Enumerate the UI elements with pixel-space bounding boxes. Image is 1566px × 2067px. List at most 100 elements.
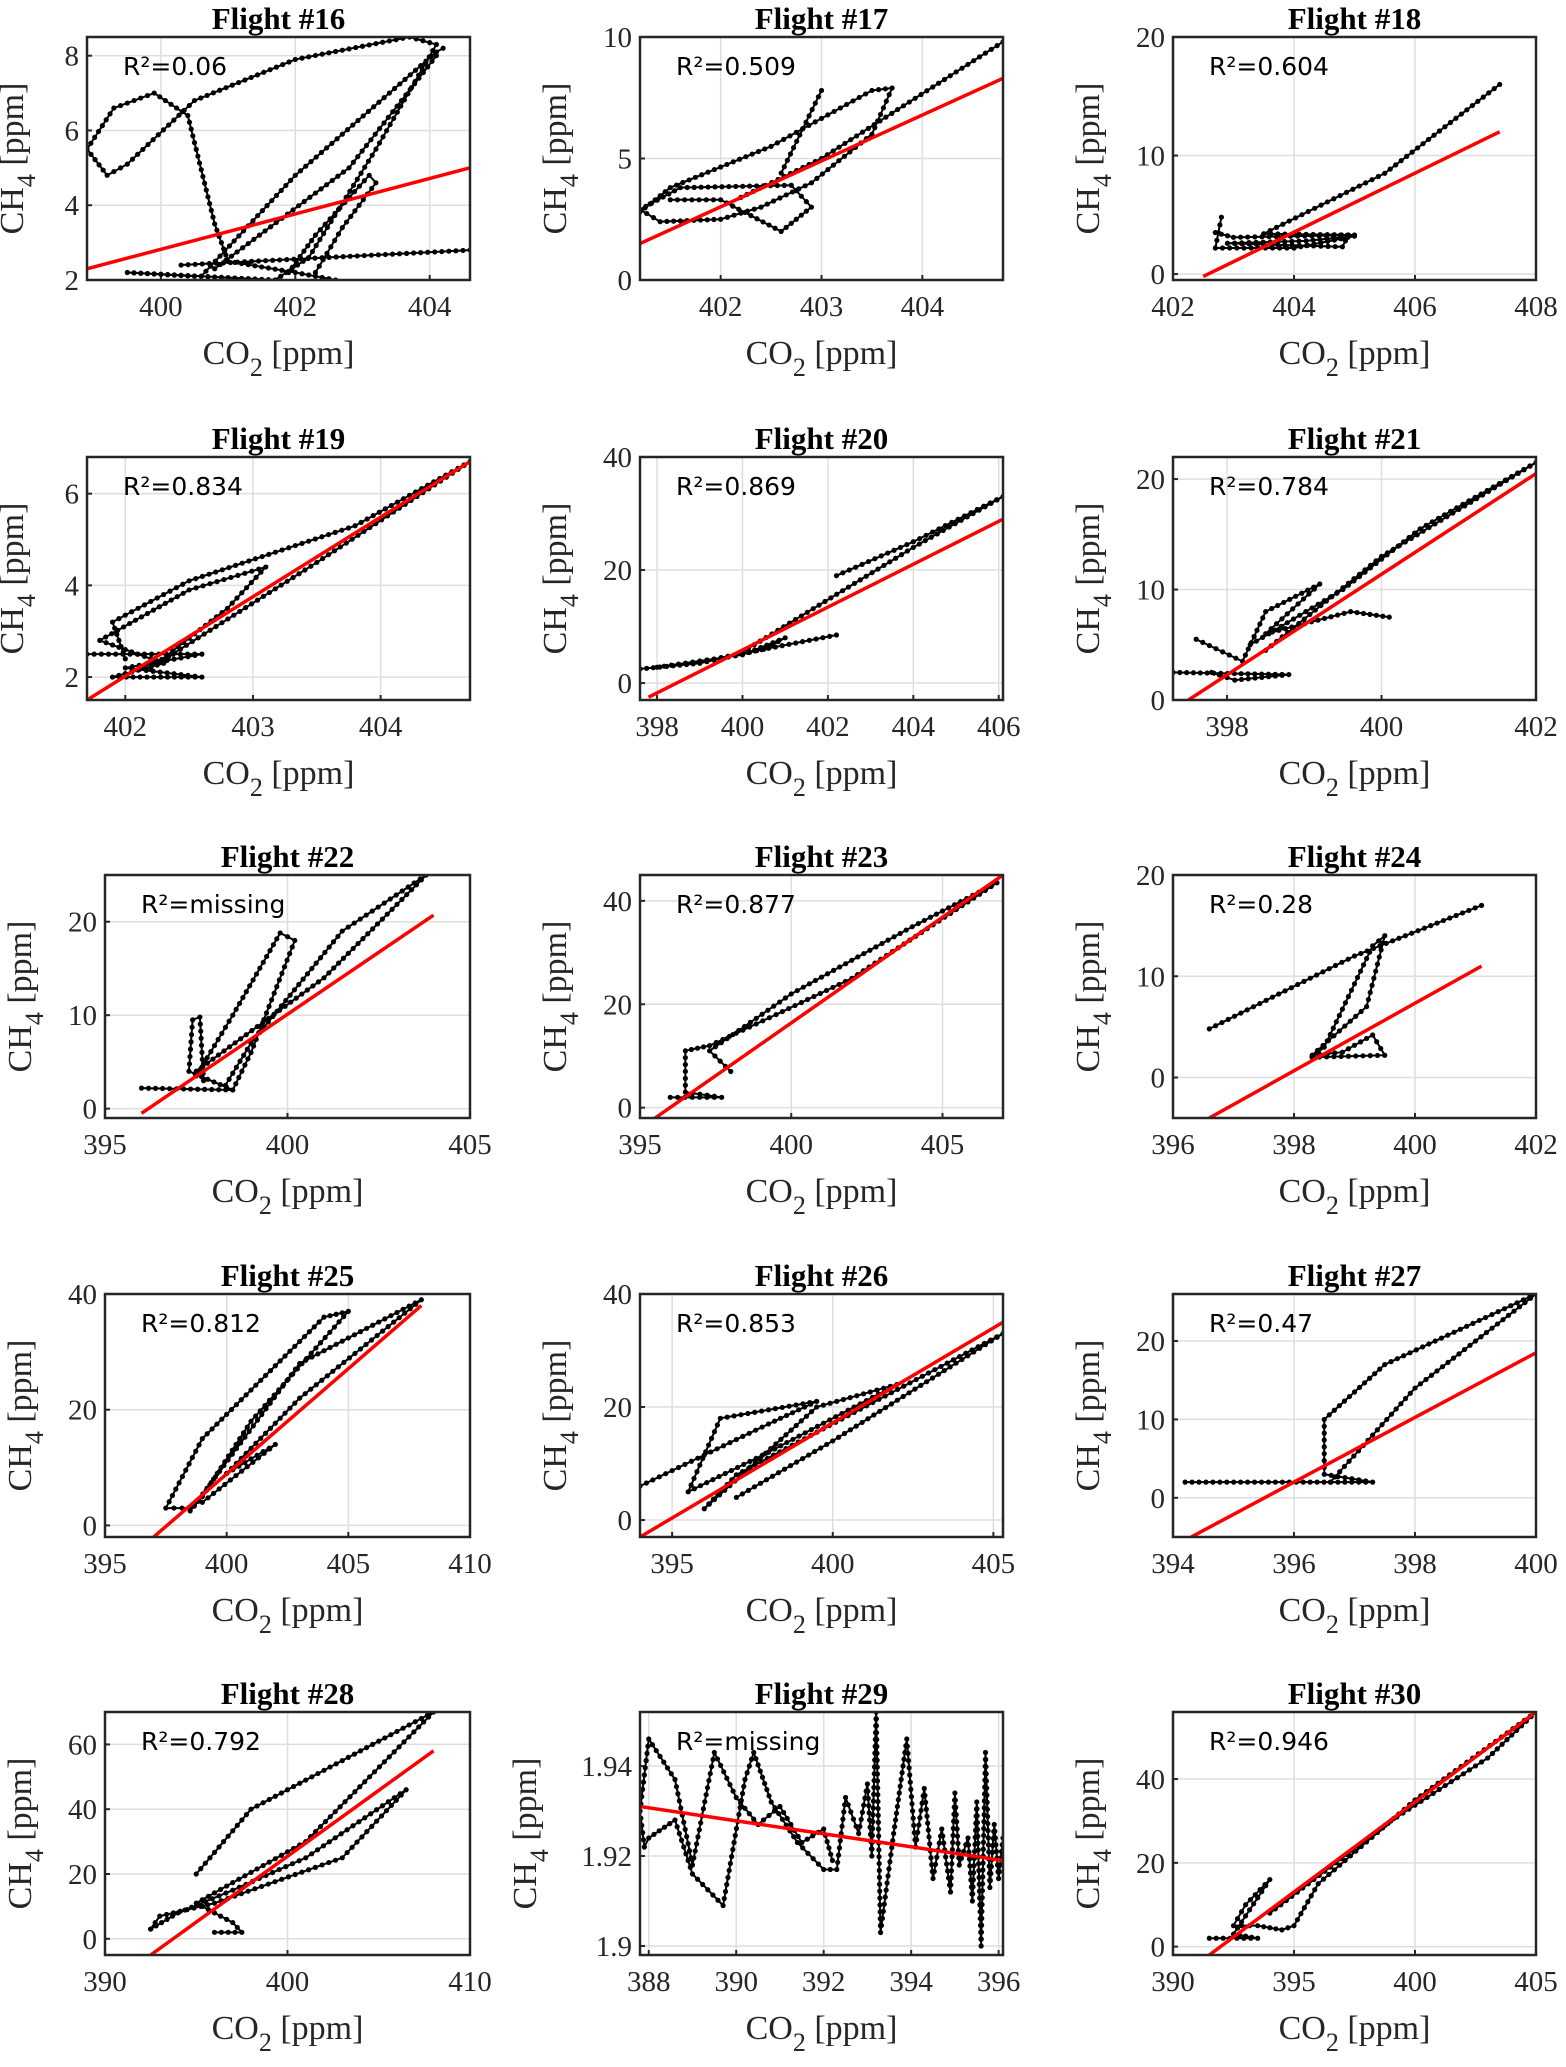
- data-point: [322, 1334, 328, 1341]
- data-point: [370, 1741, 376, 1747]
- y-label-subscript: 4: [12, 594, 41, 607]
- data-point: [948, 1882, 954, 1888]
- data-point: [925, 1370, 932, 1376]
- data-point: [738, 1412, 744, 1418]
- data-point: [1259, 634, 1266, 641]
- data-point: [382, 1316, 388, 1322]
- data-point: [815, 1861, 822, 1867]
- data-point: [1382, 170, 1388, 176]
- data-point: [703, 1792, 709, 1798]
- data-point: [397, 81, 403, 87]
- data-point: [303, 1855, 309, 1861]
- data-point: [827, 1417, 833, 1423]
- axes-box: [1171, 35, 1538, 282]
- data-point: [1374, 1427, 1380, 1433]
- data-point: [371, 104, 377, 110]
- data-point: [942, 523, 948, 529]
- data-point: [702, 1799, 708, 1805]
- data-point: [1331, 1867, 1337, 1873]
- data-point: [1230, 234, 1237, 240]
- data-point: [671, 218, 677, 224]
- data-point: [944, 1360, 950, 1366]
- data-point: [416, 1724, 422, 1730]
- data-point: [747, 1019, 754, 1025]
- data-point: [725, 1874, 731, 1881]
- data-point: [1421, 925, 1427, 931]
- data-point: [359, 1834, 365, 1840]
- data-point: [678, 1837, 685, 1843]
- data-point: [983, 1757, 989, 1763]
- data-point: [423, 58, 429, 64]
- data-point: [905, 1758, 912, 1764]
- data-point: [1344, 232, 1350, 238]
- data-point: [1249, 1934, 1255, 1940]
- data-point: [885, 550, 891, 556]
- data-point: [393, 892, 399, 898]
- x-tick-label: 390: [83, 1966, 127, 1998]
- data-point: [307, 194, 313, 200]
- x-label-base: CO: [1279, 1173, 1326, 1210]
- data-point: [741, 1783, 747, 1790]
- data-point: [339, 527, 345, 533]
- y-tick-label: 6: [65, 479, 80, 511]
- data-point: [863, 573, 869, 579]
- data-point: [301, 1333, 308, 1340]
- data-point: [234, 1822, 240, 1828]
- data-point: [402, 1310, 408, 1316]
- data-point: [760, 1817, 767, 1823]
- data-point: [1245, 676, 1251, 682]
- data-point: [211, 1849, 218, 1855]
- data-point: [1447, 119, 1454, 126]
- data-point: [898, 1776, 904, 1783]
- data-point: [997, 1862, 1003, 1868]
- y-tick-label: 40: [603, 1279, 632, 1311]
- data-point: [371, 1769, 378, 1775]
- data-point: [111, 168, 117, 175]
- data-point: [319, 274, 325, 280]
- data-point: [292, 172, 298, 178]
- x-label-subscript: 2: [793, 2028, 806, 2057]
- panel-title: Flight #23: [755, 839, 888, 874]
- data-point: [244, 1046, 250, 1052]
- data-point: [976, 1345, 983, 1351]
- data-point: [1332, 1050, 1338, 1056]
- data-point: [292, 269, 298, 276]
- data-point: [418, 1297, 424, 1303]
- data-point: [909, 924, 915, 930]
- data-point: [678, 1805, 684, 1811]
- data-point: [256, 232, 263, 238]
- data-point: [771, 198, 777, 204]
- data-point: [178, 272, 184, 278]
- data-point: [741, 1461, 747, 1468]
- data-point: [835, 1852, 842, 1858]
- data-point: [297, 168, 304, 174]
- data-point: [165, 271, 171, 278]
- data-point: [834, 591, 840, 597]
- y-tick-label: 20: [603, 555, 632, 587]
- data-point: [1414, 145, 1421, 151]
- data-point: [129, 649, 135, 655]
- data-point: [313, 960, 319, 966]
- data-point: [284, 934, 291, 940]
- data-point: [871, 1784, 877, 1791]
- x-tick-label: 404: [901, 291, 945, 323]
- data-point: [198, 1028, 204, 1034]
- data-point: [731, 1839, 737, 1846]
- data-point: [209, 1426, 215, 1432]
- data-point: [966, 1856, 973, 1862]
- data-point: [341, 1359, 347, 1365]
- data-point: [706, 1501, 712, 1507]
- data-point: [309, 1774, 315, 1780]
- data-point: [124, 100, 130, 106]
- data-point: [904, 1736, 910, 1742]
- data-point: [912, 1386, 918, 1392]
- data-point: [646, 1736, 652, 1742]
- data-point: [978, 1929, 985, 1935]
- data-point: [709, 1763, 715, 1770]
- data-point: [675, 1791, 681, 1797]
- data-point: [321, 1314, 327, 1320]
- data-point: [776, 1810, 782, 1817]
- data-point: [252, 556, 259, 562]
- data-point: [748, 1756, 755, 1762]
- data-point: [667, 197, 673, 203]
